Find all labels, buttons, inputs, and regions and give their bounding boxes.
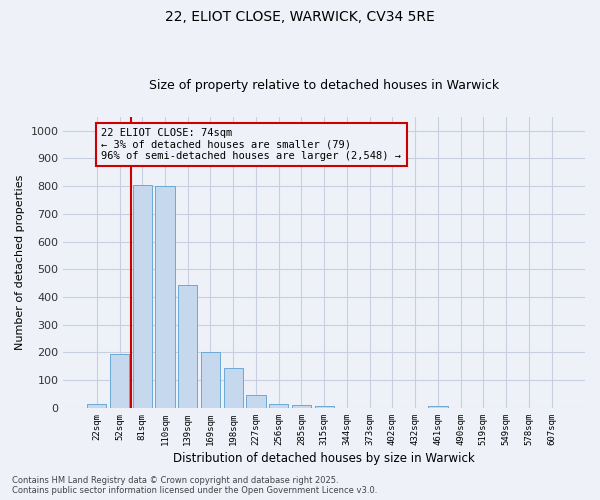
X-axis label: Distribution of detached houses by size in Warwick: Distribution of detached houses by size … [173,452,475,465]
Text: Contains HM Land Registry data © Crown copyright and database right 2025.
Contai: Contains HM Land Registry data © Crown c… [12,476,377,495]
Bar [87,404,106,408]
Bar [247,394,266,408]
Text: 22, ELIOT CLOSE, WARWICK, CV34 5RE: 22, ELIOT CLOSE, WARWICK, CV34 5RE [165,10,435,24]
Text: 22 ELIOT CLOSE: 74sqm
← 3% of detached houses are smaller (79)
96% of semi-detac: 22 ELIOT CLOSE: 74sqm ← 3% of detached h… [101,128,401,161]
Y-axis label: Number of detached properties: Number of detached properties [15,174,25,350]
Bar [428,406,448,408]
Bar [201,352,220,408]
Bar [314,406,334,408]
Title: Size of property relative to detached houses in Warwick: Size of property relative to detached ho… [149,79,499,92]
Bar [178,284,197,408]
Bar [155,186,175,408]
Bar [133,184,152,408]
Bar [224,368,243,408]
Bar [110,354,129,408]
Bar [269,404,289,408]
Bar [292,405,311,408]
